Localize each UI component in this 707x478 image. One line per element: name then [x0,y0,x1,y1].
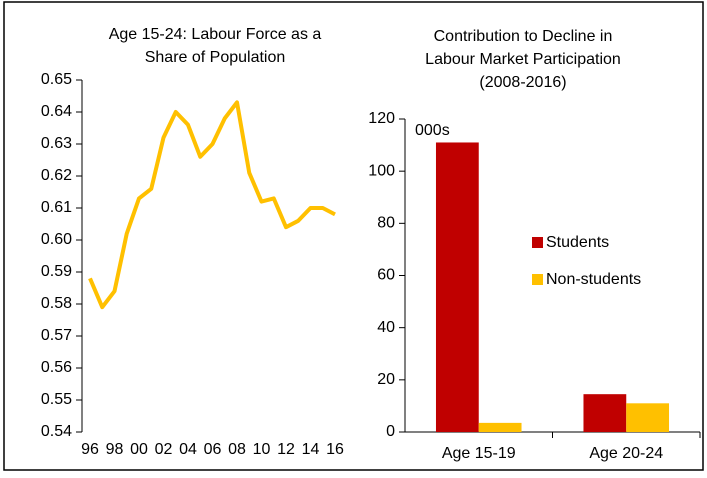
y-tick-label: 0.54 [41,423,72,440]
legend-label: Students [546,234,609,251]
legend-swatch [532,237,543,248]
line [88,100,336,310]
y-tick-label: 0.64 [41,103,72,120]
y-tick-label: 0.56 [41,359,72,376]
y-tick-label: 0.60 [41,231,72,248]
x-tick-label: Age 20-24 [589,445,663,462]
y-tick-label: 80 [377,215,395,232]
x-tick-label: 02 [155,441,173,458]
y-tick-label: 40 [377,319,395,336]
x-tick-label: 96 [81,441,99,458]
frame [3,1,704,471]
x-tick-label: 16 [326,441,344,458]
x-tick-label: 12 [277,441,295,458]
x-tick-label: 14 [302,441,320,458]
bar [478,422,522,432]
bar [626,403,670,432]
y-tick-label: 0.63 [41,135,72,152]
legend-swatch [532,274,543,285]
x-tick-label: 06 [204,441,222,458]
x-tick-label: 04 [179,441,197,458]
y-tick-label: 0.58 [41,295,72,312]
y-tick-label: 0.55 [41,391,72,408]
y-tick-label: 0.59 [41,263,72,280]
annotation: 000s [415,122,450,139]
x-tick-label: Age 15-19 [442,445,516,462]
x-tick-label: 08 [228,441,246,458]
y-tick-label: 100 [368,162,395,179]
y-tick-label: 60 [377,267,395,284]
chart-title: Contribution to Decline in [434,28,613,45]
y-tick-label: 0 [386,423,395,440]
chart-title: Share of Population [145,49,286,66]
y-tick-label: 0.57 [41,327,72,344]
x-tick-label: 98 [106,441,124,458]
chart-title: (2008-2016) [479,74,566,91]
y-tick-label: 0.65 [41,71,72,88]
bar [583,394,627,432]
y-tick-label: 120 [368,110,395,127]
x-tick-label: 10 [253,441,271,458]
chart-title: Labour Market Participation [425,51,621,68]
y-tick-label: 20 [377,371,395,388]
bar [435,142,479,432]
x-tick-label: 00 [130,441,148,458]
y-tick-label: 0.62 [41,167,72,184]
legend-label: Non-students [546,271,641,288]
chart-title: Age 15-24: Labour Force as a [109,26,322,43]
y-tick-label: 0.61 [41,199,72,216]
